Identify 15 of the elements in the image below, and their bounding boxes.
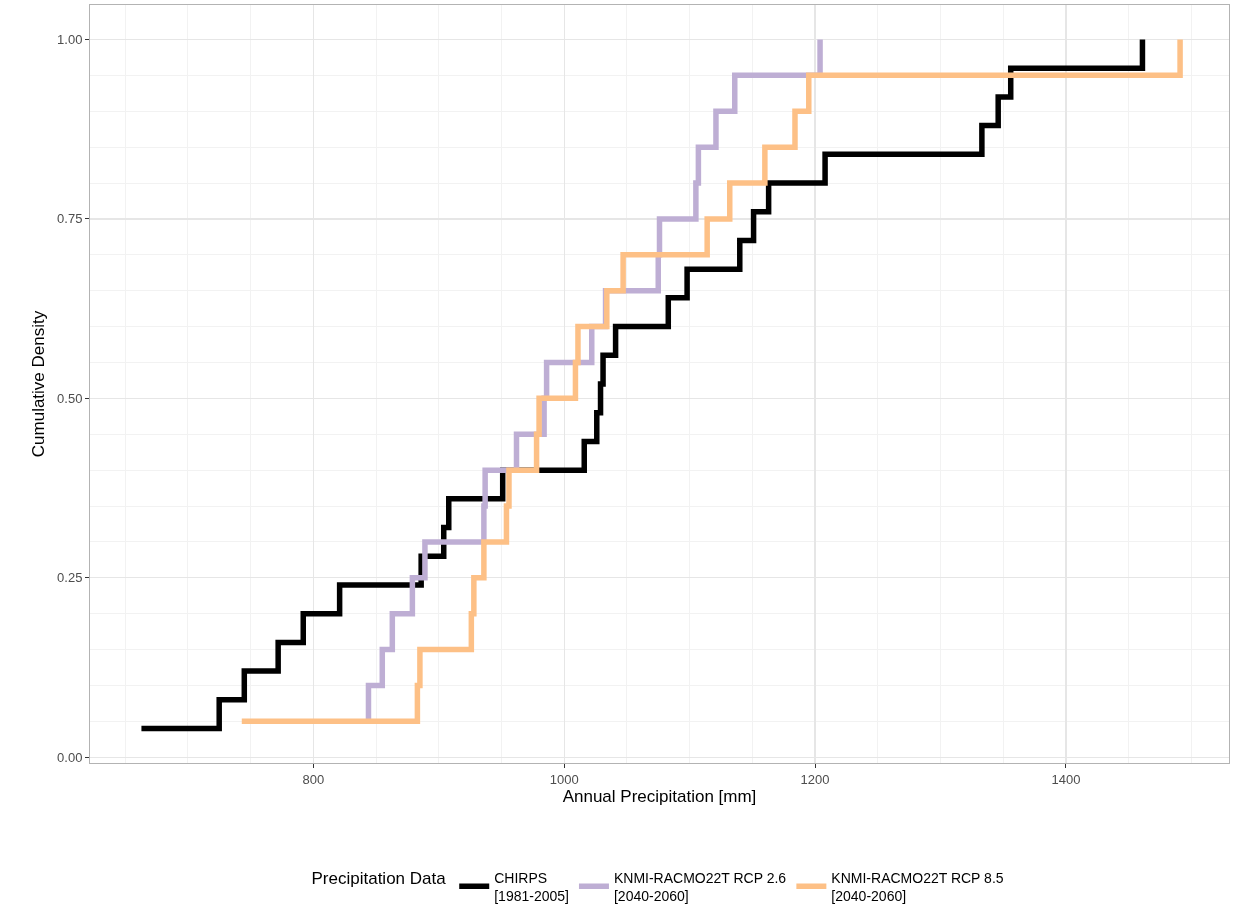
y-axis-title: Cumulative Density <box>28 310 48 458</box>
y-tick-label: 0.75 <box>57 211 83 227</box>
y-tick-label: 0.50 <box>57 390 83 406</box>
legend-label: CHIRPS [1981-2005] <box>494 869 569 904</box>
y-tick-label: 1.00 <box>57 32 83 47</box>
legend-label: KNMI-RACMO22T RCP 8.5 [2040-2060] <box>831 869 1004 904</box>
x-tick-label: 800 <box>302 771 325 787</box>
legend-label: KNMI-RACMO22T RCP 2.6 [2040-2060] <box>613 869 787 904</box>
x-tick-label: 1400 <box>1051 771 1081 787</box>
y-tick-label: 0.00 <box>57 749 83 765</box>
x-tick-label: 1200 <box>800 771 830 787</box>
legend-title: Precipitation Data <box>311 868 447 888</box>
x-axis-title: Annual Precipitation [mm] <box>562 787 757 806</box>
y-tick-label: 0.25 <box>57 570 83 586</box>
x-tick-label: 1000 <box>549 771 579 787</box>
